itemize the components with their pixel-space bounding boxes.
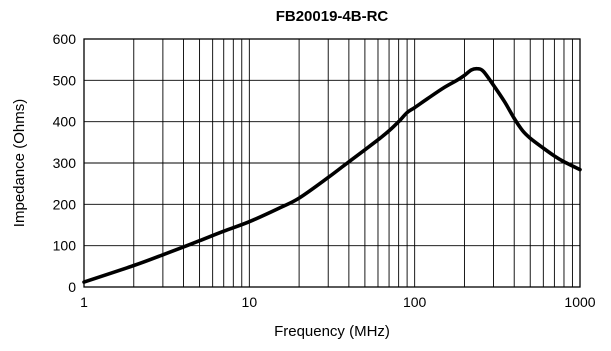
plot-frame <box>83 38 581 288</box>
x-tick-label: 10 <box>242 294 258 310</box>
x-axis-label: Frequency (MHz) <box>274 323 390 340</box>
y-tick-label: 200 <box>53 196 77 212</box>
y-tick-label: 500 <box>53 72 77 88</box>
tick-labels: 1 10 100 1000 0 100 200 300 400 500 600 <box>53 31 596 310</box>
y-tick-label: 100 <box>53 238 77 254</box>
y-tick-label: 300 <box>53 155 77 171</box>
chart-title: FB20019-4B-RC <box>276 8 389 25</box>
y-tick-label: 400 <box>53 114 77 130</box>
y-tick-label: 0 <box>68 279 76 295</box>
x-tick-label: 1 <box>80 294 88 310</box>
y-axis-label: Impedance (Ohms) <box>11 99 28 227</box>
x-tick-label: 100 <box>403 294 427 310</box>
x-tick-label: 1000 <box>564 294 595 310</box>
impedance-curve <box>82 66 582 284</box>
grid-lines <box>84 39 580 287</box>
y-tick-label: 600 <box>53 31 77 47</box>
